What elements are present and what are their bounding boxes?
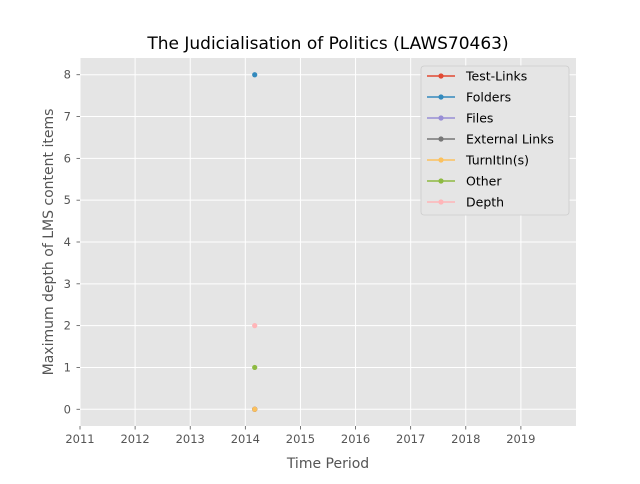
y-tick-label: 3 [64,277,71,291]
y-tick-label: 8 [64,68,71,82]
legend-marker [438,115,444,121]
y-tick-label: 1 [64,360,71,374]
x-tick-label: 2012 [120,432,149,446]
legend-label: Depth [466,195,504,210]
y-tick-label: 4 [64,235,71,249]
y-axis: 0 1 2 3 4 5 6 7 8 [64,68,80,416]
x-tick-label: 2013 [176,432,205,446]
legend-label: Folders [466,90,511,105]
x-tick-label: 2016 [341,432,370,446]
legend-marker [438,178,444,184]
data-points [252,72,258,412]
x-tick-label: 2018 [451,432,480,446]
x-tick-label: 2014 [231,432,260,446]
y-tick-label: 5 [64,193,71,207]
x-tick-label: 2015 [286,432,315,446]
x-axis-label: Time Period [286,456,369,472]
legend-marker [438,199,444,205]
y-axis-label: Maximum depth of LMS content items [41,109,57,376]
legend-label: External Links [466,132,554,147]
legend-label: Other [466,174,502,189]
y-tick-label: 2 [64,319,71,333]
y-tick-label: 6 [64,151,71,165]
data-point-folders [252,72,258,78]
data-point-turnitin-s- [252,406,258,412]
data-point-other [252,364,258,371]
x-axis: 2011 2012 2013 2014 2015 2016 2017 2018 2019 [65,426,536,446]
legend-label: Files [466,111,493,126]
legend: Test-Links Folders Files External Links Turn… [420,65,570,216]
legend-box [420,65,570,216]
x-tick-label: 2019 [506,432,535,446]
x-tick-label: 2011 [65,432,94,446]
chart-title: The Judicialisation of Politics (LAWS704… [146,34,508,54]
legend-label: Test-Links [465,69,527,84]
legend-label: TurnItIn(s) [465,153,529,168]
legend-marker [438,94,444,100]
data-point-depth [252,323,258,329]
legend-marker [438,73,444,79]
legend-marker [438,157,444,163]
y-tick-label: 0 [64,402,71,416]
y-tick-label: 7 [64,110,71,124]
x-tick-label: 2017 [396,432,425,446]
legend-marker [438,136,444,142]
